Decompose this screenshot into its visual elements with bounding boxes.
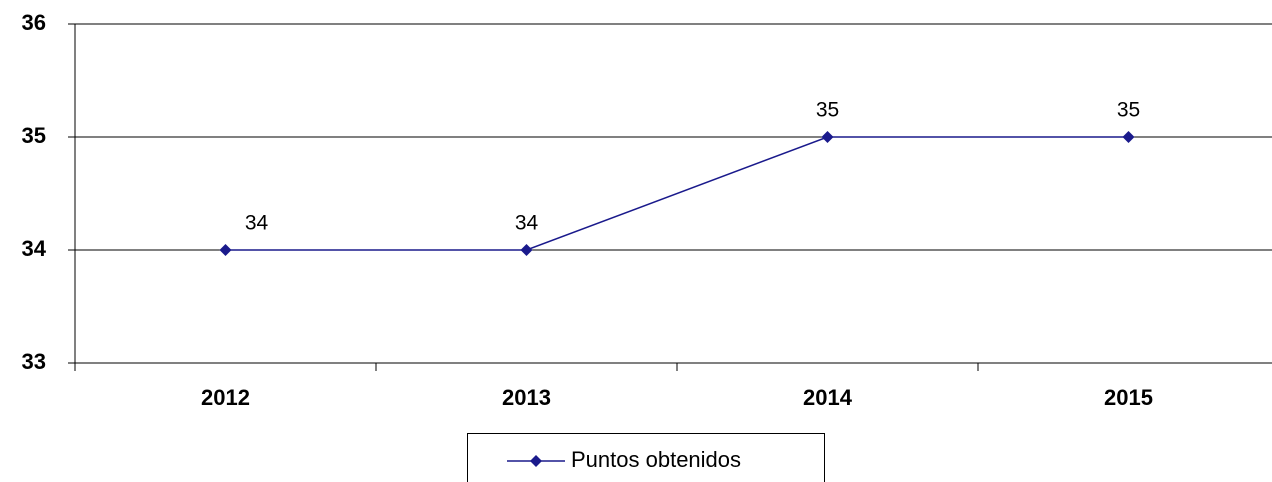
data-point (821, 131, 834, 143)
data-label: 34 (245, 212, 269, 235)
data-point (520, 244, 533, 256)
legend-marker (530, 455, 542, 467)
y-tick-label: 35 (22, 123, 46, 148)
legend-box (467, 433, 825, 482)
data-point (219, 244, 232, 256)
data-label: 35 (816, 99, 839, 122)
data-point (1122, 131, 1135, 143)
series-line (225, 136, 1129, 251)
x-tick-label: 2013 (502, 385, 551, 410)
data-label: 34 (515, 212, 539, 235)
x-tick-label: 2012 (201, 385, 250, 410)
data-label: 35 (1117, 99, 1140, 122)
legend-label: Puntos obtenidos (571, 447, 741, 472)
x-tick-label: 2014 (803, 385, 853, 410)
x-tick-label: 2015 (1104, 385, 1153, 410)
y-tick-label: 36 (22, 10, 46, 35)
y-tick-label: 33 (22, 349, 46, 374)
y-tick-label: 34 (22, 236, 47, 261)
